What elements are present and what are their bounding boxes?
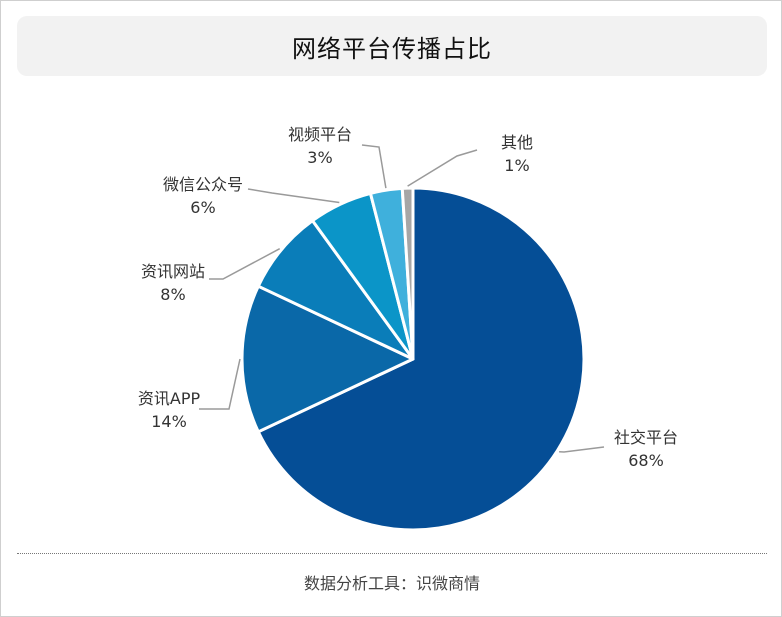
slice-label-6: 其他 — [501, 133, 533, 152]
slice-value-label-1: 68% — [628, 451, 664, 470]
leader-line-3 — [209, 248, 281, 280]
slice-label-1: 社交平台 — [614, 428, 678, 447]
slice-value-label-3: 8% — [160, 285, 185, 304]
slice-label-5: 视频平台 — [288, 125, 352, 144]
leader-line-1 — [559, 446, 605, 453]
pie-slice-2 — [240, 284, 415, 434]
slice-label-4: 微信公众号 — [163, 175, 243, 194]
leader-line-4 — [247, 188, 340, 204]
pie-slice-1 — [256, 186, 586, 532]
slice-value-label-6: 1% — [504, 156, 529, 175]
slice-value-label-5: 3% — [307, 148, 332, 167]
slice-label-2: 资讯APP — [138, 389, 201, 408]
pie-chart: 社交平台 68% 资讯APP 14% 资讯网站 8% 微信公众号 6% 视频平台 3% 其他 1% — [138, 125, 678, 532]
title-bar: 网络平台传播占比 — [17, 16, 767, 76]
leader-line-6 — [407, 149, 478, 187]
slice-label-3: 资讯网站 — [141, 262, 205, 281]
slice-value-label-2: 14% — [151, 412, 187, 431]
pie-slice-6 — [400, 186, 415, 361]
leader-line-5 — [361, 144, 387, 189]
slice-value-label-4: 6% — [190, 198, 215, 217]
leader-line-2 — [199, 358, 241, 410]
chart-title: 网络平台传播占比 — [292, 34, 492, 63]
footer-source: 数据分析工具：识微商情 — [303, 574, 480, 593]
footer-divider — [17, 553, 767, 554]
